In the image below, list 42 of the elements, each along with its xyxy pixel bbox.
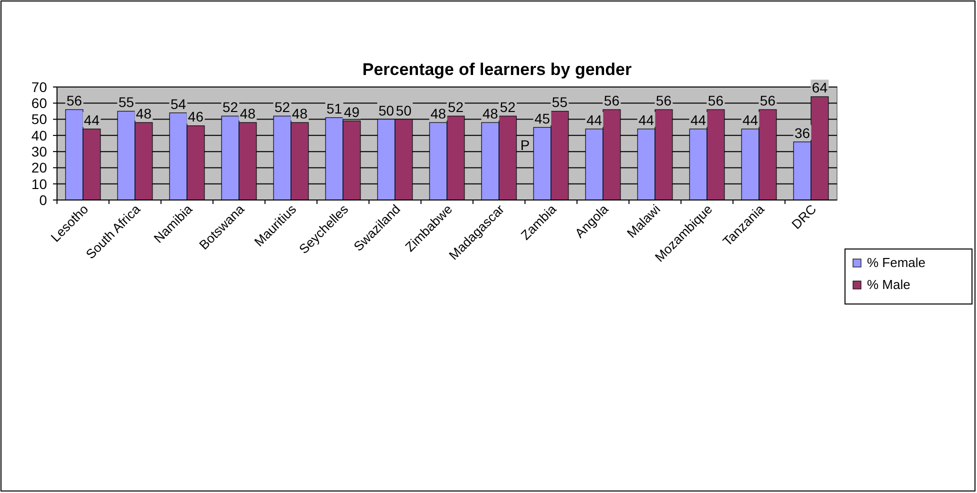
data-label: 48 (482, 106, 498, 122)
data-label: 36 (794, 124, 810, 141)
data-label: 44 (638, 112, 654, 128)
data-label: 52 (500, 99, 516, 116)
data-label: 56 (604, 92, 620, 109)
data-label: 44 (586, 112, 602, 128)
data-label: 49 (344, 104, 360, 120)
data-label: 48 (292, 106, 308, 122)
data-label: 48 (240, 106, 256, 122)
data-label: 51 (326, 100, 342, 117)
data-label: 64 (812, 80, 828, 96)
data-label: 56 (66, 92, 82, 109)
data-label: 44 (84, 112, 100, 128)
annotation: P (520, 137, 530, 154)
data-label: 48 (136, 106, 152, 122)
data-label: 44 (742, 112, 758, 128)
legend-label: % Female (867, 255, 926, 270)
data-label: 52 (274, 99, 290, 116)
data-label: 56 (708, 92, 724, 109)
data-label: 44 (690, 112, 706, 128)
y-tick-label: 20 (31, 160, 48, 176)
chart-title: Percentage of learners by gender (362, 60, 632, 79)
data-label: 55 (118, 94, 134, 110)
y-tick-label: 30 (31, 143, 48, 160)
data-label: 50 (396, 102, 412, 118)
data-label: 54 (170, 96, 186, 112)
y-tick-label: 0 (39, 192, 48, 208)
legend-label: % Male (867, 277, 910, 292)
y-tick-label: 40 (31, 127, 48, 144)
data-label: 46 (188, 108, 204, 125)
y-tick-label: 50 (31, 111, 48, 128)
y-tick-label: 10 (31, 176, 48, 192)
data-label: 56 (760, 92, 776, 109)
y-tick-label: 60 (31, 95, 48, 112)
data-label: 52 (448, 99, 464, 116)
data-label: 55 (552, 94, 568, 110)
y-tick-label: 70 (31, 78, 48, 95)
data-label: 50 (378, 102, 394, 118)
data-label: 52 (222, 99, 238, 116)
data-label: 56 (656, 92, 672, 109)
data-label: 48 (430, 106, 446, 122)
data-label: 45 (534, 110, 550, 126)
